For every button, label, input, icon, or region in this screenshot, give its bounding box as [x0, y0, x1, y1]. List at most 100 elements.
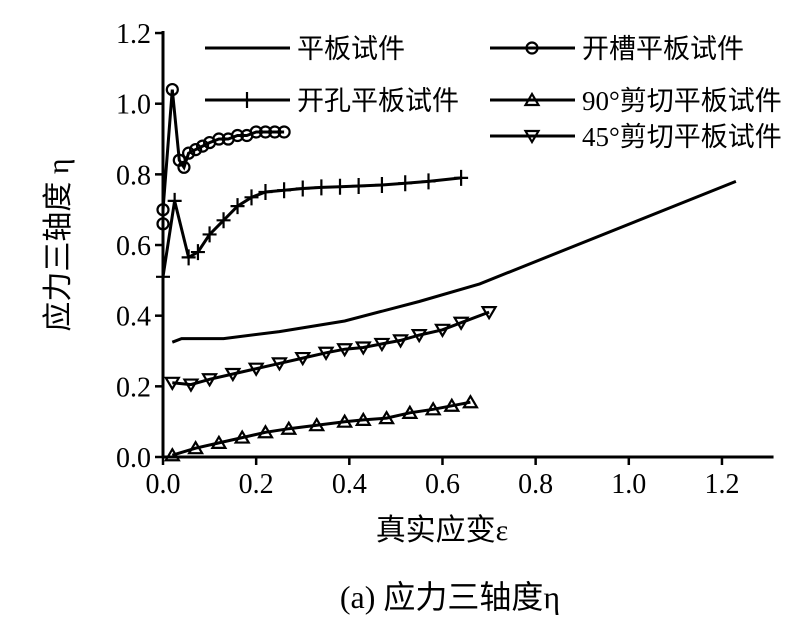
plus-marker — [454, 169, 469, 186]
triangle-down-marker — [201, 373, 219, 388]
series-1 — [156, 82, 291, 231]
circle-marker — [182, 146, 196, 160]
plus-marker — [190, 244, 205, 261]
series-2 — [156, 169, 469, 285]
circle-marker — [212, 132, 226, 146]
figure-caption: (a) 应力三轴度η — [340, 579, 560, 615]
triangle-up-marker — [163, 447, 181, 462]
plus-marker — [240, 92, 254, 108]
legend-entry: 开孔平板试件 — [205, 86, 459, 116]
y-tick-label: 1.2 — [116, 19, 151, 50]
x-tick-label: 0.4 — [332, 469, 367, 500]
x-tick-label: 0.8 — [518, 469, 553, 500]
y-tick-label: 0.2 — [116, 372, 151, 403]
plus-marker — [277, 182, 292, 199]
y-axis-label: 应力三轴度 η — [42, 158, 75, 331]
circle-marker — [189, 143, 203, 157]
series-0 — [171, 180, 737, 344]
circle-marker — [525, 41, 539, 55]
triangle-down-marker — [392, 334, 409, 349]
circle-marker — [165, 82, 179, 97]
legend-label: 45°剪切平板试件 — [582, 122, 782, 152]
triangle-down-marker — [373, 337, 391, 353]
triangle-up-marker — [378, 409, 396, 425]
circle-marker — [195, 139, 210, 153]
plus-marker — [202, 226, 217, 243]
series-line — [161, 89, 285, 224]
triangle-down-marker — [354, 341, 372, 356]
plus-marker — [333, 178, 348, 195]
plus-marker — [244, 189, 259, 206]
circle-marker — [268, 125, 282, 139]
triangle-up-marker — [210, 434, 228, 449]
triangle-down-marker — [410, 329, 428, 344]
triangle-up-marker — [257, 424, 274, 439]
triangle-down-marker — [480, 306, 498, 321]
plus-marker — [374, 176, 389, 193]
triangle-up-marker — [424, 401, 442, 416]
triangle-up-marker — [336, 413, 354, 428]
triangle-up-marker — [523, 91, 541, 107]
plus-marker — [181, 249, 196, 266]
triangle-up-marker — [354, 411, 372, 427]
triangle-down-marker — [163, 376, 181, 391]
plus-marker — [421, 173, 436, 190]
circle-marker — [156, 217, 170, 231]
circle-marker — [177, 160, 191, 174]
circle-marker — [249, 125, 263, 139]
circle-marker — [156, 203, 170, 217]
legend-label: 开槽平板试件 — [582, 34, 744, 64]
triangle-down-marker — [247, 362, 265, 377]
plus-marker — [167, 192, 182, 209]
legend-entry: 开槽平板试件 — [490, 34, 744, 64]
x-axis-label: 真实应变ε — [376, 514, 509, 547]
axes: 0.0 0.2 0.4 0.6 0.8 1.0 1.2 0.0 0.2 0.4 0.6 0.8 1.0 1… — [116, 19, 774, 500]
x-tick-label: 0.6 — [425, 469, 460, 500]
plus-marker — [351, 178, 366, 195]
triangle-up-marker — [308, 417, 326, 432]
legend-label: 90°剪切平板试件 — [582, 86, 782, 116]
triangle-down-marker — [182, 378, 200, 393]
triangle-up-marker — [187, 440, 205, 455]
triangle-down-marker — [317, 346, 335, 361]
legend-entry: 45°剪切平板试件 — [490, 122, 782, 152]
triangle-up-marker — [233, 429, 251, 444]
y-tick-label: 0.4 — [116, 302, 151, 333]
triangle-up-marker — [462, 394, 479, 409]
y-tick-label: 0.0 — [116, 443, 151, 474]
x-tick-label: 1.0 — [611, 469, 646, 500]
series-3 — [163, 394, 479, 462]
series-4 — [163, 306, 498, 393]
x-tick-label: 0.0 — [146, 469, 181, 500]
plot-marks — [156, 82, 737, 462]
circle-marker — [230, 128, 245, 143]
legend-entry: 平板试件 — [205, 34, 405, 64]
triangle-down-marker — [294, 351, 312, 367]
x-tick-label: 0.2 — [239, 469, 274, 500]
x-tick-label: 1.2 — [704, 469, 739, 500]
plus-marker — [295, 180, 310, 197]
triangle-down-marker — [452, 316, 470, 331]
triangle-up-marker — [401, 404, 419, 419]
plus-marker — [258, 184, 273, 201]
triangle-down-marker — [271, 357, 288, 372]
legend-label: 开孔平板试件 — [297, 86, 459, 116]
triangle-up-marker — [280, 420, 298, 435]
y-tick-label: 0.6 — [116, 231, 151, 262]
legend-label: 平板试件 — [297, 34, 405, 64]
triangle-down-marker — [434, 323, 451, 338]
plus-marker — [398, 175, 413, 192]
plus-marker — [156, 268, 170, 285]
plus-marker — [314, 179, 329, 196]
legend-entry: 90°剪切平板试件 — [490, 86, 782, 116]
series-line — [171, 180, 737, 344]
circle-marker — [277, 125, 291, 139]
triangle-up-marker — [443, 397, 461, 412]
triangle-down-marker — [336, 343, 354, 358]
triangle-down-marker — [523, 129, 541, 145]
plus-marker — [230, 198, 245, 215]
y-tick-label: 1.0 — [116, 90, 151, 121]
y-tick-label: 0.8 — [116, 160, 151, 191]
